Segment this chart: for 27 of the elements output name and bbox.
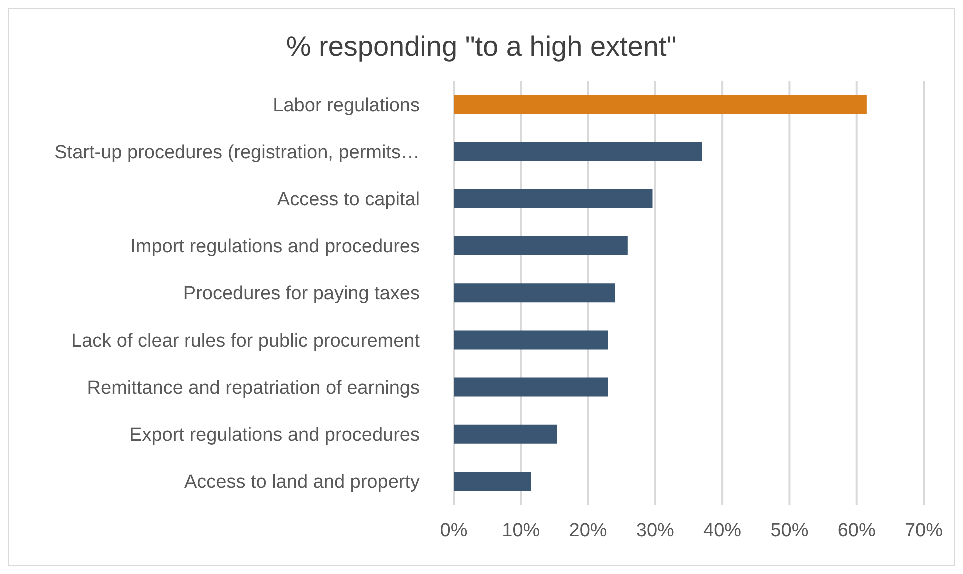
- x-tick-label: 0%: [440, 520, 468, 542]
- x-tick-label: 40%: [704, 520, 742, 542]
- bar: [454, 472, 532, 492]
- bar: [454, 378, 608, 397]
- x-tick-label: 50%: [770, 520, 809, 542]
- chart-title: % responding "to a high extent": [285, 30, 678, 64]
- bar: [454, 142, 702, 162]
- bar: [454, 284, 616, 303]
- x-tick-label: 30%: [636, 520, 675, 542]
- y-tick-label: Labor regulations: [273, 95, 420, 116]
- bar: [454, 189, 653, 208]
- y-tick-label: Export regulations and procedures: [130, 425, 420, 446]
- x-tick-label: 60%: [838, 520, 876, 542]
- x-tick-label: 70%: [904, 520, 944, 542]
- bar: [454, 236, 628, 256]
- y-tick-label: Start-up procedures (registration, permits…: [54, 142, 420, 164]
- bar: [454, 95, 867, 114]
- bar: [454, 424, 558, 444]
- y-tick-label: Import regulations and procedures: [130, 236, 420, 258]
- y-tick-label: Lack of clear rules for public procurement: [72, 330, 421, 352]
- y-tick-label: Access to land and property: [184, 472, 420, 494]
- y-tick-label: Access to capital: [277, 190, 420, 211]
- x-tick-label: 10%: [502, 520, 540, 542]
- y-tick-label: Remittance and repatriation of earnings: [87, 378, 420, 399]
- bar: [454, 330, 608, 350]
- y-tick-label: Procedures for paying taxes: [183, 284, 420, 305]
- x-tick-label: 20%: [569, 520, 608, 542]
